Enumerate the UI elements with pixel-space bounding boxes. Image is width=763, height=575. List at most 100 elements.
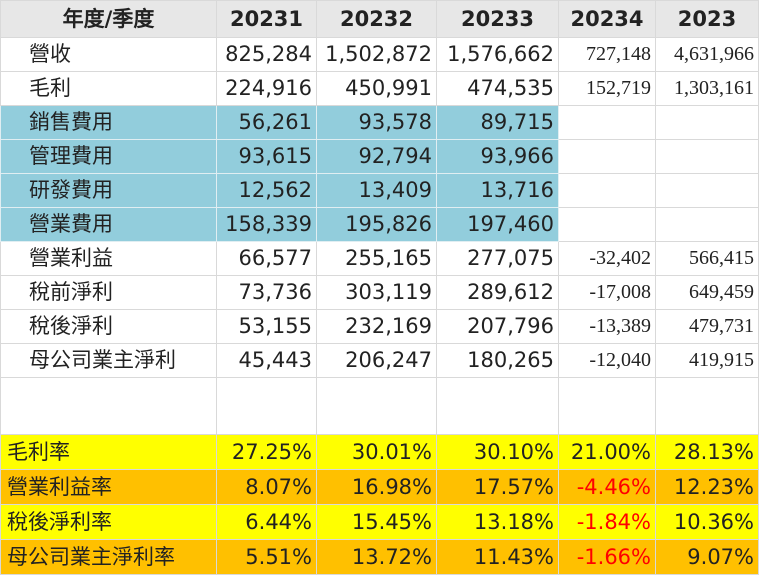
cell-value: 27.25%: [216, 434, 317, 470]
empty-cell: [558, 377, 656, 435]
cell-value: 474,535: [436, 71, 559, 106]
cell-value: -12,040: [558, 343, 656, 378]
spacer-row: [0, 377, 759, 435]
row-label: 母公司業主淨利: [0, 343, 217, 378]
header-20234: 20234: [558, 0, 656, 38]
cell-value: -17,008: [558, 275, 656, 310]
cell-value: 53,155: [216, 309, 317, 344]
header-20233: 20233: [436, 0, 559, 38]
cell-value: 207,796: [436, 309, 559, 344]
row-net-income: 稅後淨利 53,155 232,169 207,796 -13,389 479,…: [0, 309, 759, 344]
cell-value: 89,715: [436, 105, 559, 140]
cell-value: 10.36%: [655, 504, 759, 540]
row-gross-margin: 毛利率 27.25% 30.01% 30.10% 21.00% 28.13%: [0, 434, 759, 470]
header-20232: 20232: [316, 0, 437, 38]
row-parent-net-income: 母公司業主淨利 45,443 206,247 180,265 -12,040 4…: [0, 343, 759, 378]
cell-value: 9.07%: [655, 539, 759, 575]
cell-value: 1,303,161: [655, 71, 759, 106]
row-parent-net-margin: 母公司業主淨利率 5.51% 13.72% 11.43% -1.66% 9.07…: [0, 539, 759, 575]
cell-value: 1,502,872: [316, 37, 437, 72]
cell-value: 66,577: [216, 241, 317, 276]
cell-value: 825,284: [216, 37, 317, 72]
cell-value: 12.23%: [655, 469, 759, 505]
row-gross-profit: 毛利 224,916 450,991 474,535 152,719 1,303…: [0, 71, 759, 106]
empty-cell: [216, 377, 317, 435]
cell-value: [655, 173, 759, 208]
cell-value: 6.44%: [216, 504, 317, 540]
cell-value: 5.51%: [216, 539, 317, 575]
cell-value: 419,915: [655, 343, 759, 378]
cell-value: 289,612: [436, 275, 559, 310]
header-20231: 20231: [216, 0, 317, 38]
header-row: 年度/季度 20231 20232 20233 20234 2023: [0, 0, 759, 38]
row-label: 銷售費用: [0, 105, 217, 140]
cell-value: 13,716: [436, 173, 559, 208]
row-label: 營業費用: [0, 207, 217, 242]
cell-value: 224,916: [216, 71, 317, 106]
cell-value: 479,731: [655, 309, 759, 344]
row-label: 營業利益: [0, 241, 217, 276]
cell-value: 16.98%: [316, 469, 437, 505]
cell-value: 197,460: [436, 207, 559, 242]
row-operating-margin: 營業利益率 8.07% 16.98% 17.57% -4.46% 12.23%: [0, 469, 759, 505]
cell-value: 13.18%: [436, 504, 559, 540]
cell-value: -13,389: [558, 309, 656, 344]
cell-value: 255,165: [316, 241, 437, 276]
cell-value: [558, 173, 656, 208]
cell-value: -32,402: [558, 241, 656, 276]
row-label: 毛利率: [0, 434, 217, 470]
cell-value: 93,615: [216, 139, 317, 174]
row-operating-expense: 營業費用 158,339 195,826 197,460: [0, 207, 759, 242]
cell-value: 93,578: [316, 105, 437, 140]
header-period: 年度/季度: [0, 0, 217, 38]
cell-value: 56,261: [216, 105, 317, 140]
cell-value: 4,631,966: [655, 37, 759, 72]
row-revenue: 營收 825,284 1,502,872 1,576,662 727,148 4…: [0, 37, 759, 72]
empty-cell: [655, 377, 759, 435]
cell-value: 303,119: [316, 275, 437, 310]
cell-value: 11.43%: [436, 539, 559, 575]
cell-value: [655, 139, 759, 174]
row-selling-expense: 銷售費用 56,261 93,578 89,715: [0, 105, 759, 140]
cell-value: [655, 105, 759, 140]
cell-value: [558, 207, 656, 242]
cell-value: 13.72%: [316, 539, 437, 575]
row-operating-income: 營業利益 66,577 255,165 277,075 -32,402 566,…: [0, 241, 759, 276]
cell-value: 17.57%: [436, 469, 559, 505]
cell-value: 12,562: [216, 173, 317, 208]
cell-value: 92,794: [316, 139, 437, 174]
cell-value: 232,169: [316, 309, 437, 344]
cell-value-negative: -4.46%: [558, 469, 656, 505]
cell-value: 450,991: [316, 71, 437, 106]
cell-value: 206,247: [316, 343, 437, 378]
empty-cell: [316, 377, 437, 435]
row-admin-expense: 管理費用 93,615 92,794 93,966: [0, 139, 759, 174]
cell-value: 158,339: [216, 207, 317, 242]
cell-value: 73,736: [216, 275, 317, 310]
cell-value: 93,966: [436, 139, 559, 174]
cell-value: 180,265: [436, 343, 559, 378]
cell-value: 21.00%: [558, 434, 656, 470]
cell-value: 30.01%: [316, 434, 437, 470]
cell-value: 1,576,662: [436, 37, 559, 72]
row-label: 毛利: [0, 71, 217, 106]
cell-value-negative: -1.66%: [558, 539, 656, 575]
row-pretax-income: 稅前淨利 73,736 303,119 289,612 -17,008 649,…: [0, 275, 759, 310]
row-label: 母公司業主淨利率: [0, 539, 217, 575]
row-label: 營業利益率: [0, 469, 217, 505]
cell-value: 15.45%: [316, 504, 437, 540]
cell-value: 727,148: [558, 37, 656, 72]
cell-value: [558, 105, 656, 140]
cell-value: 45,443: [216, 343, 317, 378]
header-2023: 2023: [655, 0, 759, 38]
row-label: 營收: [0, 37, 217, 72]
row-label: 稅後淨利率: [0, 504, 217, 540]
row-net-margin: 稅後淨利率 6.44% 15.45% 13.18% -1.84% 10.36%: [0, 504, 759, 540]
cell-value: 649,459: [655, 275, 759, 310]
empty-cell: [436, 377, 559, 435]
cell-value: 28.13%: [655, 434, 759, 470]
row-rd-expense: 研發費用 12,562 13,409 13,716: [0, 173, 759, 208]
row-label: 稅前淨利: [0, 275, 217, 310]
cell-value: 195,826: [316, 207, 437, 242]
